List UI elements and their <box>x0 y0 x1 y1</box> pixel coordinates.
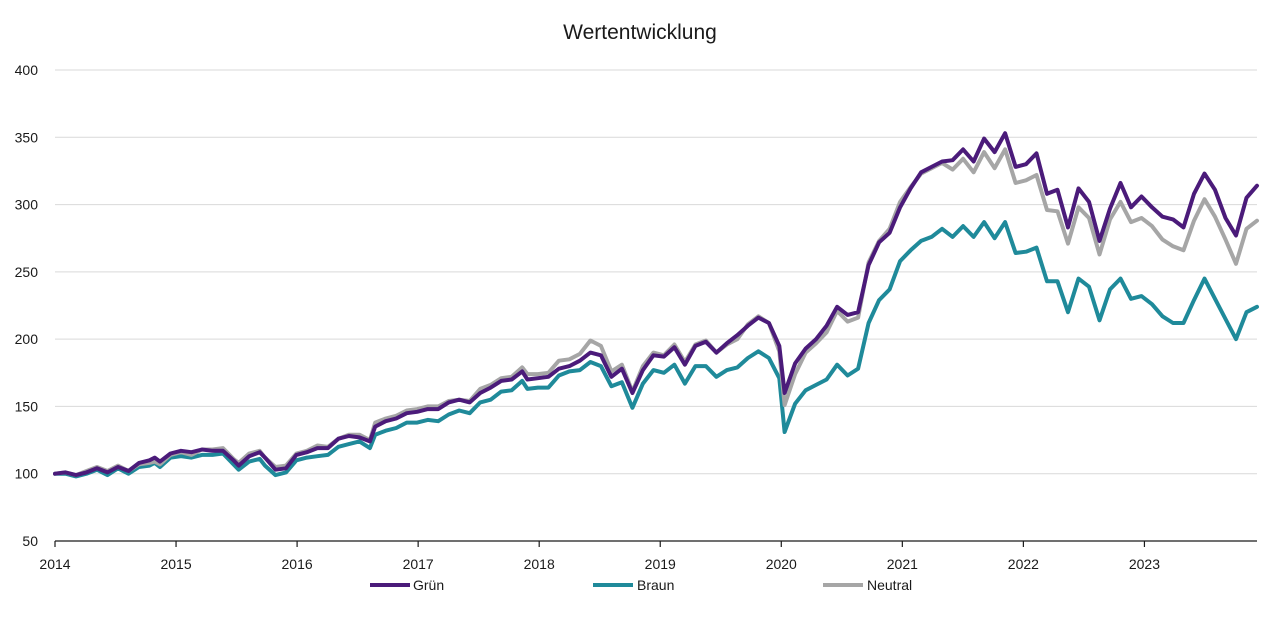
y-tick-label-350: 350 <box>15 129 39 145</box>
chart-title: Wertentwicklung <box>563 21 717 44</box>
legend-label-neutral: Neutral <box>867 577 912 593</box>
axes: 50 100 150 200 250 300 350 400 2014 2015 2016 2017 2… <box>15 62 1257 572</box>
x-tick-label-2023: 2023 <box>1129 556 1160 572</box>
legend-label-braun: Braun <box>637 577 674 593</box>
legend: Grün Braun Neutral <box>370 577 912 593</box>
y-tick-label-400: 400 <box>15 62 39 78</box>
x-tick-label-2016: 2016 <box>282 556 313 572</box>
x-tick-label-2017: 2017 <box>403 556 434 572</box>
x-tick-label-2021: 2021 <box>887 556 918 572</box>
gridlines <box>55 69 1257 475</box>
y-tick-label-300: 300 <box>15 197 39 213</box>
x-tick-label-2018: 2018 <box>524 556 555 572</box>
series-line-neutral <box>53 147 1259 478</box>
x-tick-label-2022: 2022 <box>1008 556 1039 572</box>
y-tick-label-50: 50 <box>22 533 38 549</box>
y-tick-label-150: 150 <box>15 398 39 414</box>
series-line-braun <box>53 220 1259 479</box>
x-tick-label-2015: 2015 <box>160 556 191 572</box>
x-tick-label-2019: 2019 <box>645 556 676 572</box>
series-line-gruen <box>53 131 1259 478</box>
y-tick-label-100: 100 <box>15 466 39 482</box>
y-tick-label-200: 200 <box>15 331 39 347</box>
x-tick-label-2014: 2014 <box>39 556 70 572</box>
y-tick-label-250: 250 <box>15 264 39 280</box>
legend-label-gruen: Grün <box>413 577 444 593</box>
x-tick-label-2020: 2020 <box>766 556 797 572</box>
series-lines <box>53 131 1259 479</box>
